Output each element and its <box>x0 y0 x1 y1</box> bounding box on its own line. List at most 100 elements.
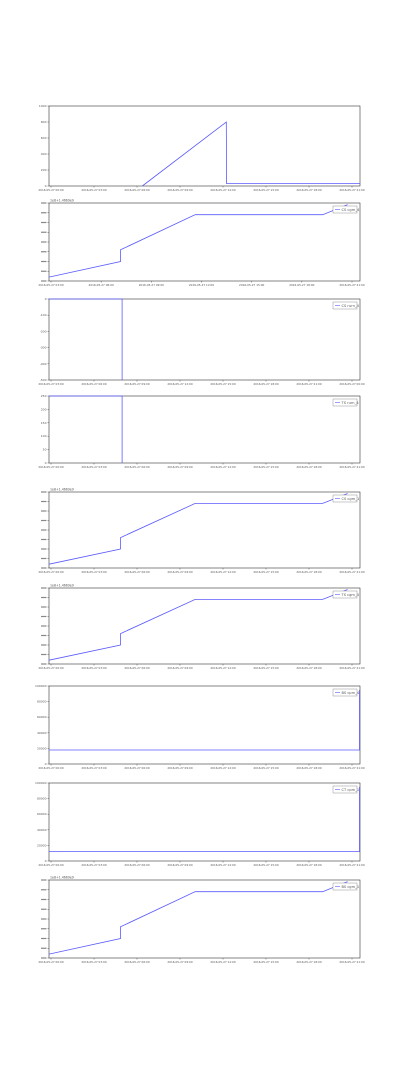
y-tick-label-mark <box>41 557 47 560</box>
y-tick-label: 60000 <box>37 715 47 719</box>
x-tick-label: 2016-05-27 18:00 <box>289 283 314 287</box>
y-tick-label: 250 <box>41 394 47 398</box>
y-tick-label: -300 <box>40 346 47 350</box>
y-tick-label-mark <box>41 908 47 910</box>
x-tick-label: 2016-05-27 15:00 <box>210 382 235 386</box>
x-tick-label: 2016-05-27 18:00 <box>296 960 321 964</box>
legend-label: CT cpm_1 <box>342 788 360 792</box>
plot-frame <box>48 298 361 381</box>
series-line <box>48 204 348 278</box>
y-tick-label-mark <box>41 548 47 550</box>
x-tick-label: 2016-05-27 06:00 <box>124 666 149 670</box>
x-tick-label: 2016-05-27 18:00 <box>296 570 321 574</box>
x-tick-label: 2016-05-27 18:00 <box>296 188 321 192</box>
x-tick-label: 2016-05-27 00:00 <box>38 863 63 867</box>
x-tick-label: 2016-05-27 15:00 <box>253 960 278 964</box>
x-tick-label: 2016-05-27 15:00 <box>253 188 278 192</box>
y-tick-label: 100 <box>41 434 47 438</box>
y-tick-label-mark <box>41 510 47 512</box>
x-tick-label: 2016-05-27 15:00 <box>253 666 278 670</box>
x-tick-label: 2016-05-27 15:00 <box>239 283 264 287</box>
series-line <box>49 689 360 751</box>
y-tick-label: 20000 <box>37 746 47 750</box>
chart-panel-3: CS rurn_40-100-200-300-400-5002016-05-27… <box>38 297 364 386</box>
legend-label: BS cpm_4 <box>342 691 360 695</box>
legend-label: CS cgm_4 <box>342 208 360 212</box>
y-tick-label: 60000 <box>37 812 47 816</box>
x-tick-label: 2016-05-27 15:00 <box>253 570 278 574</box>
y-tick-label-mark <box>41 529 47 531</box>
y-tick-label: 200 <box>41 168 47 172</box>
x-tick-label: 2016-05-27 21:00 <box>339 188 364 192</box>
axis-offset-label: 1e8+1.4669e9 <box>50 584 74 588</box>
x-tick-label: 2016-05-27 21:00 <box>339 283 364 287</box>
x-tick-label: 2016-05-27 12:00 <box>210 570 235 574</box>
y-tick-label-mark <box>41 231 47 233</box>
x-tick-label: 2016-05-27 00:00 <box>339 382 364 386</box>
y-tick-label: 40000 <box>37 828 47 832</box>
x-tick-label: 2016-05-27 09:00 <box>167 666 192 670</box>
series-line <box>48 589 348 661</box>
y-tick-label-mark <box>41 937 47 940</box>
y-tick-label-mark <box>41 519 47 522</box>
x-tick-label: 2016-05-27 12:00 <box>167 382 192 386</box>
x-tick-label: 2016-05-27 03:00 <box>38 283 63 287</box>
plot-frame <box>48 395 361 464</box>
y-tick-label-mark <box>41 634 47 637</box>
legend-box <box>332 205 358 214</box>
series-line <box>49 395 123 463</box>
y-tick-label: 80000 <box>37 700 47 704</box>
axis-offset-label: 1e8+1.4669e9 <box>50 488 74 492</box>
chart-panel-7: BS cpm_41000008000060000400002000002016-… <box>35 684 365 770</box>
y-tick-label-mark <box>41 928 47 930</box>
legend-label: BS cgm_1 <box>342 885 360 889</box>
y-tick-label-mark <box>41 606 47 608</box>
y-tick-label-mark <box>41 898 47 901</box>
legend-label: CS cgm_1 <box>342 497 360 501</box>
legend-box <box>332 398 358 407</box>
y-tick-label-mark <box>41 918 47 920</box>
chart-panel-2: CS cgm_4 1e8+1.4669e9 2016-05-27 03:00 2016… <box>38 199 364 288</box>
x-tick-label: 2016-05-27 06:00 <box>124 188 149 192</box>
x-tick-label: 2016-05-27 12:00 <box>210 766 235 770</box>
x-tick-label: 2016-05-27 00:00 <box>38 570 63 574</box>
plot-frame <box>48 685 361 765</box>
y-tick-label-mark <box>41 879 47 881</box>
x-tick-label: 2016-05-27 09:00 <box>167 188 192 192</box>
x-tick-label: 2016-05-27 15:00 <box>253 863 278 867</box>
chart-panel-6: TS cgm_4 1e8+1.4669e9 2016-05-27 00:00 2016… <box>38 584 364 671</box>
x-tick-label: 2016-05-27 00:00 <box>38 960 63 964</box>
y-tick-label: 600 <box>41 136 47 140</box>
y-tick-label-mark <box>41 212 47 214</box>
y-tick-label: -500 <box>40 378 47 382</box>
y-tick-label: 400 <box>41 152 47 156</box>
series-line <box>48 881 348 955</box>
x-tick-label: 2016-05-27 06:00 <box>124 766 149 770</box>
plot-frame <box>48 782 361 862</box>
y-tick-label-mark <box>41 251 47 253</box>
x-tick-label: 2016-05-27 21:00 <box>339 766 364 770</box>
x-tick-label: 2016-05-27 00:00 <box>38 766 63 770</box>
chart-panel-9: BS cgm_1 1e8+1.4669e9 2016-05-27 00:00 2016… <box>38 876 364 965</box>
x-tick-label: 2016-05-27 21:00 <box>296 382 321 386</box>
x-tick-label: 2016-05-27 18:00 <box>296 863 321 867</box>
chart-panel-5: CS cgm_1 1e8+1.4669e9 2016-05-27 00:00 2016… <box>38 488 364 575</box>
x-tick-label: 2016-05-27 18:00 <box>296 465 321 469</box>
x-tick-label: 2016-05-27 06:00 <box>124 465 149 469</box>
x-tick-label: 2016-05-27 12:00 <box>210 666 235 670</box>
y-tick-label: 100000 <box>35 781 47 785</box>
y-tick-label: 1000 <box>39 104 47 108</box>
x-tick-label: 2016-05-27 21:00 <box>339 863 364 867</box>
x-tick-label: 2016-05-27 00:00 <box>38 188 63 192</box>
y-tick-label-mark <box>41 587 47 589</box>
x-tick-label: 2016-05-27 03:00 <box>81 570 106 574</box>
x-tick-label: 2016-05-27 06:00 <box>124 570 149 574</box>
y-tick-label-mark <box>41 241 47 243</box>
x-tick-label: 2016-05-27 09:00 <box>167 570 192 574</box>
y-tick-label: 20000 <box>37 843 47 847</box>
y-tick-label: -100 <box>40 313 47 317</box>
x-tick-label: 2016-05-27 00:00 <box>38 666 63 670</box>
x-tick-label: 2016-05-27 18:00 <box>296 666 321 670</box>
